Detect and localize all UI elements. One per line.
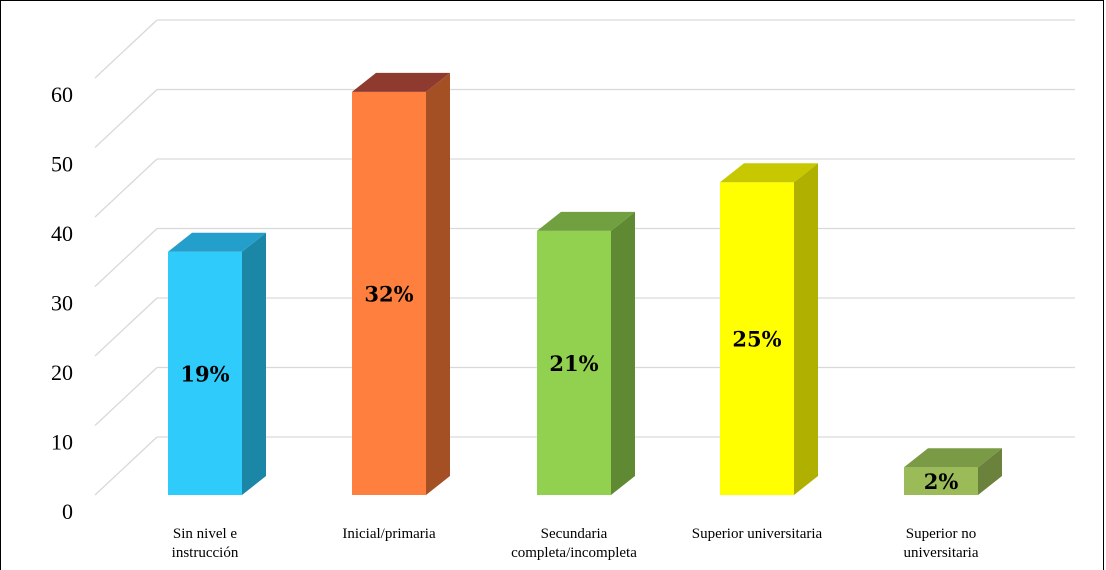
category-labels-layer: Sin nivel e instrucción Inicial/primaria Se… bbox=[172, 526, 979, 561]
y-tick-label: 0 bbox=[62, 499, 73, 524]
bar-front bbox=[904, 467, 978, 495]
bar-top bbox=[904, 448, 1002, 468]
data-label: 2% bbox=[924, 469, 959, 494]
y-tick-label: 60 bbox=[51, 82, 73, 107]
gridline-diag bbox=[94, 89, 158, 148]
data-labels-layer: 19% 32% 21% 25% 2% bbox=[180, 281, 958, 494]
y-tick-label: 20 bbox=[51, 360, 73, 385]
bar-front bbox=[537, 230, 611, 495]
category-label: Secundaria completa/incompleta bbox=[511, 526, 637, 561]
data-label: 21% bbox=[549, 351, 598, 376]
y-tick-label: 10 bbox=[51, 430, 73, 455]
category-label: Superior no universitaria bbox=[904, 526, 979, 561]
category-label: Sin nivel e instrucción bbox=[172, 526, 239, 561]
y-tick-label: 30 bbox=[51, 291, 73, 316]
bar-side bbox=[242, 232, 266, 495]
bars-layer bbox=[168, 72, 1002, 496]
data-label: 19% bbox=[180, 361, 229, 386]
gridline-diag bbox=[94, 158, 158, 218]
y-axis-ticks: 0 10 20 30 40 50 60 bbox=[51, 82, 73, 524]
gridline-diag bbox=[94, 436, 158, 496]
bar-top bbox=[168, 232, 266, 252]
bar-top bbox=[352, 72, 450, 92]
bar-side bbox=[426, 72, 450, 496]
gridline-diag bbox=[94, 297, 158, 357]
gridline-diag bbox=[94, 367, 158, 426]
data-label: 32% bbox=[364, 281, 413, 306]
bar-side bbox=[611, 211, 635, 495]
gridline-diag bbox=[94, 19, 158, 79]
bar-front bbox=[352, 91, 426, 496]
category-label: Inicial/primaria bbox=[342, 526, 436, 542]
bar-side bbox=[978, 448, 1002, 495]
category-label: Superior universitaria bbox=[692, 526, 823, 542]
bar-side bbox=[794, 163, 818, 495]
bar-front bbox=[168, 251, 242, 495]
bar-top bbox=[720, 163, 818, 183]
bar-top bbox=[537, 211, 635, 231]
y-tick-label: 50 bbox=[51, 152, 73, 177]
bar-front bbox=[720, 182, 794, 495]
data-label: 25% bbox=[732, 327, 781, 352]
gridline-diag bbox=[94, 228, 158, 287]
y-tick-label: 40 bbox=[51, 221, 73, 246]
